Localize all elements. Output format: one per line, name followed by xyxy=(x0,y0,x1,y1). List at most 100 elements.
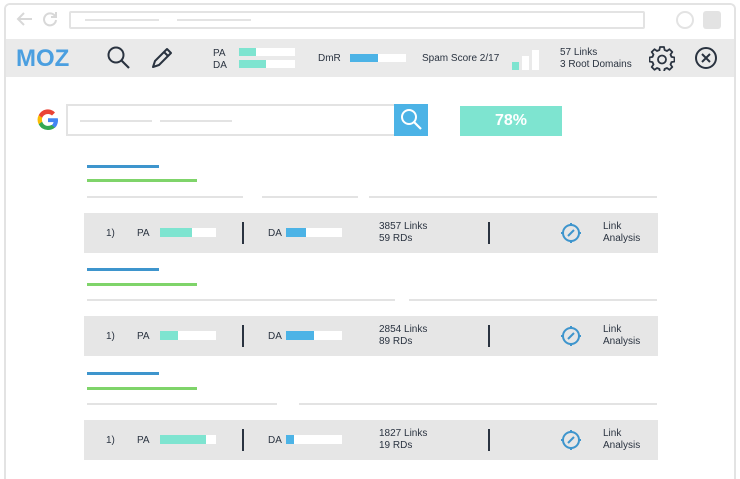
result-metrics-row: 1) PA DA 1827 Links 19 RDs Link Analysis xyxy=(84,420,658,460)
back-arrow-icon[interactable] xyxy=(16,11,34,27)
browser-chrome xyxy=(6,5,734,35)
result-title-line[interactable] xyxy=(87,165,159,168)
links-info: 2854 Links 89 RDs xyxy=(379,324,427,348)
compass-icon[interactable] xyxy=(560,429,582,451)
result-url-line[interactable] xyxy=(87,387,197,390)
pa-bar xyxy=(239,48,295,56)
pa-bar xyxy=(160,435,216,444)
search-icon xyxy=(401,109,422,130)
window-circle-button[interactable] xyxy=(676,11,694,29)
divider xyxy=(488,222,490,244)
da-bar xyxy=(286,331,342,340)
da-label: DA xyxy=(268,228,282,239)
links-info: 3857 Links 59 RDs xyxy=(379,221,427,245)
link-analysis-link[interactable]: Link Analysis xyxy=(603,324,640,348)
link-analysis-link[interactable]: Link Analysis xyxy=(603,221,640,245)
result-metrics-row: 1) PA DA 3857 Links 59 RDs Link Analysis xyxy=(84,213,658,253)
snippet-line xyxy=(409,299,657,301)
da-label: DA xyxy=(268,435,282,446)
rds-count: 19 RDs xyxy=(379,440,413,451)
pa-bar xyxy=(160,228,216,237)
divider xyxy=(242,222,244,244)
spam-score-bars xyxy=(512,50,539,70)
root-domains-count: 3 Root Domains xyxy=(560,59,632,70)
snippet-line xyxy=(299,403,657,405)
link-analysis-line1: Link xyxy=(603,221,622,232)
google-search-input[interactable] xyxy=(66,104,394,136)
link-analysis-link[interactable]: Link Analysis xyxy=(603,428,640,452)
snippet-line xyxy=(87,299,395,301)
links-count: 1827 Links xyxy=(379,428,428,439)
pa-bar-fill xyxy=(160,435,206,444)
dmr-bar-fill xyxy=(350,54,378,62)
address-placeholder-line xyxy=(85,19,159,21)
da-bar xyxy=(286,435,342,444)
pa-bar xyxy=(160,331,216,340)
links-count: 57 Links xyxy=(560,47,598,58)
pa-label: PA xyxy=(137,435,150,446)
score-badge: 78% xyxy=(460,106,562,136)
links-summary: 57 Links 3 Root Domains xyxy=(560,47,632,71)
divider xyxy=(242,429,244,451)
links-info: 1827 Links 19 RDs xyxy=(379,428,427,452)
rds-count: 89 RDs xyxy=(379,336,413,347)
moz-logo-text: MOZ xyxy=(16,45,69,71)
mozbar-toolbar: MOZ PA DA DmR Spam Score 2/17 xyxy=(6,39,734,77)
divider xyxy=(242,325,244,347)
da-bar-fill xyxy=(286,228,306,237)
google-logo-icon xyxy=(37,109,58,131)
spam-bar-2 xyxy=(522,56,529,70)
da-bar xyxy=(239,60,295,68)
links-count: 3857 Links xyxy=(379,221,428,232)
result-title-line[interactable] xyxy=(87,372,159,375)
search-icon[interactable] xyxy=(106,45,132,71)
snippet-line xyxy=(87,403,277,405)
result-rank: 1) xyxy=(106,435,115,446)
da-bar-fill xyxy=(239,60,266,68)
search-placeholder-line xyxy=(80,120,152,122)
link-analysis-line2: Analysis xyxy=(603,336,641,347)
close-icon[interactable] xyxy=(693,45,719,71)
search-placeholder-line xyxy=(160,120,232,122)
result-url-line[interactable] xyxy=(87,179,197,182)
moz-logo: MOZ xyxy=(16,45,69,71)
google-search-button[interactable] xyxy=(394,104,428,136)
pa-label: PA xyxy=(137,331,150,342)
link-analysis-line1: Link xyxy=(603,324,622,335)
gear-icon[interactable] xyxy=(649,45,675,71)
result-url-line[interactable] xyxy=(87,283,197,286)
links-count: 2854 Links xyxy=(379,324,428,335)
link-analysis-line2: Analysis xyxy=(603,440,641,451)
da-bar-fill xyxy=(286,435,295,444)
snippet-line xyxy=(369,196,657,198)
snippet-line xyxy=(262,196,358,198)
pa-label: PA xyxy=(137,228,150,239)
snippet-line xyxy=(87,196,243,198)
spam-score-label: Spam Score 2/17 xyxy=(422,53,500,64)
pa-da-labels: PA DA xyxy=(213,48,227,72)
rds-count: 59 RDs xyxy=(379,233,413,244)
da-bar xyxy=(286,228,342,237)
result-title-line[interactable] xyxy=(87,268,159,271)
result-rank: 1) xyxy=(106,331,115,342)
da-bar-fill xyxy=(286,331,314,340)
da-label: DA xyxy=(213,60,227,71)
link-analysis-line1: Link xyxy=(603,428,622,439)
divider xyxy=(488,325,490,347)
da-label: DA xyxy=(268,331,282,342)
dmr-label: DmR xyxy=(318,53,341,64)
browser-window: MOZ PA DA DmR Spam Score 2/17 xyxy=(4,3,736,479)
pencil-icon[interactable] xyxy=(149,45,175,71)
reload-icon[interactable] xyxy=(42,11,58,27)
compass-icon[interactable] xyxy=(560,222,582,244)
address-placeholder-line xyxy=(177,19,251,21)
address-bar[interactable] xyxy=(69,11,645,29)
pa-bar-fill xyxy=(239,48,256,56)
link-analysis-line2: Analysis xyxy=(603,233,641,244)
compass-icon[interactable] xyxy=(560,325,582,347)
dmr-bar xyxy=(350,54,406,62)
result-metrics-row: 1) PA DA 2854 Links 89 RDs Link Analysis xyxy=(84,316,658,356)
window-square-button[interactable] xyxy=(703,11,721,29)
divider xyxy=(488,429,490,451)
result-rank: 1) xyxy=(106,228,115,239)
